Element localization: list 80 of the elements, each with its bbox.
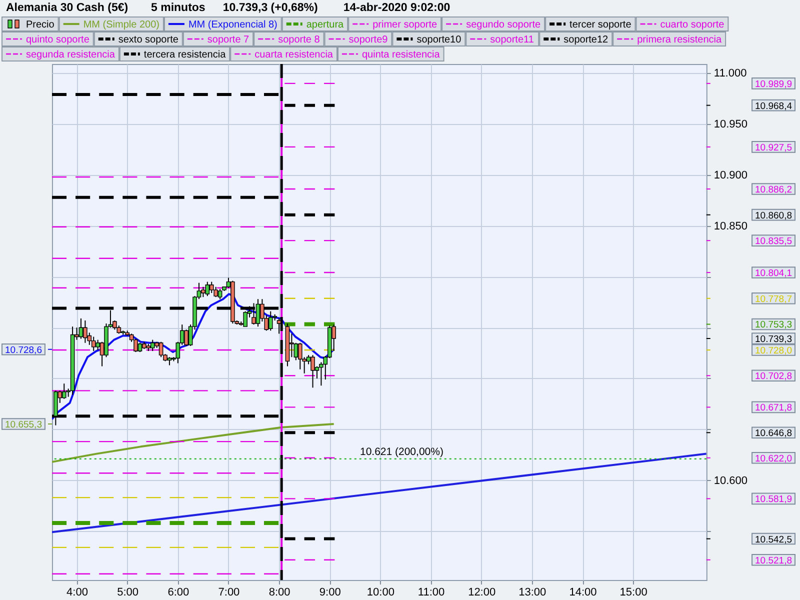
y2-tick-label: 10.581,9 (755, 494, 792, 506)
y-tick-label: 10.950 (714, 118, 748, 131)
y2-tick-label: 10.989,9 (755, 78, 792, 90)
y2-tick-label: 10.886,2 (755, 184, 792, 196)
legend-label: soporte12 (564, 34, 609, 46)
legend-label: tercera resistencia (144, 50, 226, 60)
x-tick-label: 6:00 (168, 586, 190, 598)
y2-tick-label: 10.739,3 (755, 334, 792, 345)
y-tick-label: 10.900 (714, 169, 748, 182)
legend-label: soporte9 (348, 34, 388, 46)
y-tick-label: 10.850 (714, 220, 748, 232)
legend-label: segundo soporte (466, 20, 542, 30)
y2-tick-label: 10.728,0 (755, 345, 792, 356)
chart-title: Alemania 30 Cash (5€) (6, 2, 128, 14)
candlestick (150, 339, 155, 352)
candlestick (158, 341, 164, 358)
legend-label: MM (Simple 200) (83, 20, 160, 30)
y2-tick-label: 10.542,5 (755, 534, 792, 546)
y2-tick-label: 10.521,8 (755, 555, 792, 566)
y-tick-label: 11.000 (714, 68, 747, 80)
candlestick (294, 342, 298, 361)
text: 14-abr-2020 9:02:00 (343, 2, 450, 14)
y2-tick-label: 10.778,7 (755, 294, 792, 305)
text: 5 minutos (151, 2, 206, 14)
candlestick (218, 288, 222, 300)
line-series (52, 293, 335, 420)
candlestick (209, 281, 214, 294)
legend-label: apertura (306, 20, 344, 30)
legend-label: soporte 8 (278, 34, 320, 46)
legend-label: quinto soporte (26, 34, 90, 46)
candlestick (201, 286, 206, 298)
candlestick (91, 336, 96, 352)
legend-label: tercer soporte (570, 20, 632, 30)
legend-label: primer soporte (372, 20, 438, 30)
candlestick (205, 281, 210, 297)
legend-label: soporte11 (490, 34, 534, 46)
y2-tick-label: 10.671,8 (755, 402, 792, 414)
y3-tick-label: 10.728,6 (5, 344, 42, 356)
y2-tick-label: 10.702,8 (755, 371, 792, 382)
legend-label: soporte10 (416, 34, 462, 46)
candlestick (214, 286, 218, 298)
y2-tick-label: 10.622,0 (755, 453, 792, 464)
x-tick-label: 10:00 (366, 586, 394, 598)
candlestick (83, 320, 88, 344)
legend-label: cuarto soporte (660, 20, 725, 30)
candlestick (310, 354, 315, 388)
ref-line-label: 10.621 (200,00%) (360, 446, 444, 458)
y2-tick-label: 10.860,8 (755, 210, 792, 222)
legend-label: Precio (26, 20, 55, 30)
legend-label: soporte 7 (207, 34, 250, 46)
y2-tick-label: 10.646,8 (755, 428, 792, 440)
candlestick (62, 383, 66, 400)
x-tick-label: 4:00 (66, 586, 88, 598)
candlestick (138, 342, 142, 353)
text: 10.739,3 (+0,68%) (222, 2, 318, 14)
x-tick-label: 9:00 (319, 586, 341, 598)
x-tick-label: 11:00 (418, 586, 445, 598)
line-series (52, 422, 335, 463)
legend-label: sexto soporte (118, 34, 179, 46)
legend-label: quinta resistencia (362, 50, 440, 60)
x-tick-label: 14:00 (569, 586, 597, 598)
x-tick-label: 15:00 (620, 586, 648, 598)
y2-tick-label: 10.927,5 (755, 142, 792, 154)
candlestick (78, 318, 84, 340)
legend-label: primera resistencia (637, 34, 722, 46)
legend-label: cuarta resistencia (254, 50, 334, 60)
x-tick-label: 5:00 (117, 586, 139, 598)
x-tick-label: 7:00 (218, 586, 240, 598)
y2-tick-label: 10.753,3 (755, 320, 792, 331)
legend-label: segunda resistencia (26, 50, 116, 60)
y2-tick-label: 10.835,5 (755, 236, 792, 248)
candlestick (298, 342, 302, 370)
y2-tick-label: 10.804,1 (755, 268, 792, 280)
y2-tick-label: 10.968,4 (755, 100, 792, 112)
x-tick-label: 13:00 (518, 586, 546, 598)
y-tick-label: 10.600 (714, 474, 748, 487)
y3-tick-label: 10.655,3 (5, 419, 42, 430)
x-tick-label: 12:00 (468, 586, 496, 598)
legend-label: MM (Exponencial 8) (188, 20, 278, 30)
x-tick-label: 8:00 (268, 586, 290, 598)
